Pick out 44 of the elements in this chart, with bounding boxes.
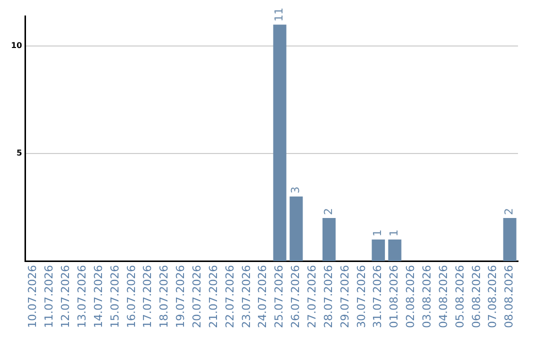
x-tick-label: 06.08.2026 — [470, 265, 483, 328]
x-tick-label: 28.07.2026 — [322, 265, 335, 328]
data-label: 11 — [272, 8, 286, 22]
bar — [503, 218, 516, 262]
x-tick-label: 01.08.2026 — [388, 265, 401, 328]
x-tick-label: 13.07.2026 — [75, 265, 88, 328]
x-tick-label: 05.08.2026 — [453, 265, 466, 328]
x-tick-label: 03.08.2026 — [420, 265, 434, 328]
x-tick-label: 23.07.2026 — [240, 265, 253, 328]
data-label: 1 — [388, 230, 401, 237]
x-tick-label: 07.08.2026 — [486, 265, 500, 328]
bar — [388, 240, 402, 262]
x-tick-label: 18.07.2026 — [158, 265, 171, 328]
x-tick-label: 31.07.2026 — [371, 265, 384, 328]
x-tick-label: 15.07.2026 — [108, 265, 122, 328]
x-tick-label: 21.07.2026 — [206, 265, 220, 328]
x-tick-label: 04.08.2026 — [436, 265, 450, 328]
x-tick-label: 29.07.2026 — [338, 265, 352, 328]
data-label: 3 — [289, 186, 302, 194]
data-label: 2 — [502, 208, 516, 216]
x-tick-label: 02.08.2026 — [404, 265, 418, 328]
x-tick-label: 25.07.2026 — [272, 265, 286, 328]
x-tick-label: 27.07.2026 — [306, 265, 318, 328]
x-tick-label: 24.07.2026 — [256, 265, 270, 328]
x-tick-label: 19.07.2026 — [174, 265, 188, 328]
x-tick-label: 08.08.2026 — [502, 265, 516, 328]
x-tick-label: 10.07.2026 — [26, 265, 40, 328]
x-tick-label: 11.07.2026 — [42, 265, 56, 328]
x-tick-label: 16.07.2026 — [124, 265, 138, 328]
bar — [372, 240, 385, 262]
bar — [273, 24, 286, 262]
y-tick-label: 5 — [16, 148, 23, 158]
data-label: 2 — [322, 208, 335, 216]
x-tick-label: 30.07.2026 — [354, 265, 368, 328]
bar — [322, 218, 336, 262]
x-tick-label: 20.07.2026 — [190, 265, 204, 328]
x-tick-label: 12.07.2026 — [59, 265, 72, 328]
x-tick-label: 17.07.2026 — [141, 265, 154, 328]
x-tick-label: 14.07.2026 — [92, 265, 105, 328]
x-tick-label: 26.07.2026 — [289, 265, 302, 328]
x-tick-label: 22.07.2026 — [223, 265, 236, 328]
y-tick-label: 10 — [10, 41, 23, 50]
bar — [290, 196, 303, 262]
data-label: 1 — [371, 230, 384, 237]
